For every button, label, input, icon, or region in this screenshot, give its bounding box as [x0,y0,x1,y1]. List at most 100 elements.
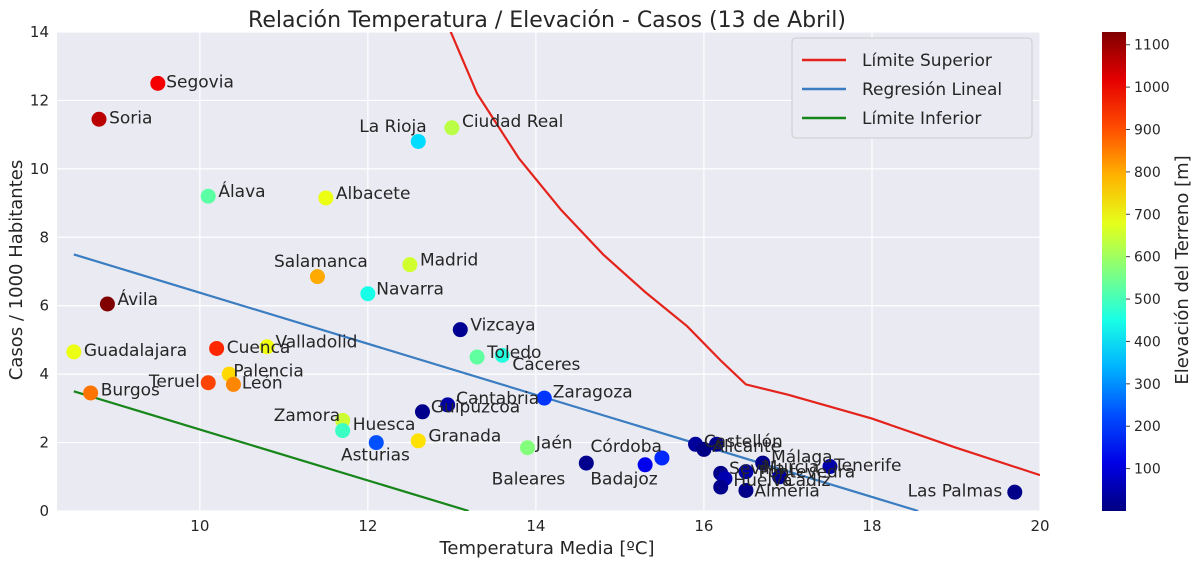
legend-label: Límite Superior [862,51,992,71]
data-point [66,344,82,360]
data-point [440,397,456,413]
colorbar-label: Elevación del Terreno [m] [1172,155,1193,384]
point-label: Madrid [420,251,478,271]
point-label: Cáceres [512,355,580,375]
point-label: La Rioja [359,117,426,137]
data-point [318,190,334,206]
data-point [259,339,275,355]
legend: Límite Superior Regresión Lineal Límite In… [791,37,1033,139]
data-point [83,385,99,401]
x-tick-label: 10 [190,517,209,535]
data-point [335,412,351,428]
data-point [696,441,712,457]
data-point [150,75,166,91]
line-regresion-lineal [73,253,919,511]
data-point [738,482,754,498]
data-point [822,459,838,475]
point-label: Cantabria [456,389,539,409]
point-label: Huesca [353,415,416,435]
point-label: León [242,374,283,394]
data-point [225,376,241,392]
colorbar-tick-label: 700 [1134,207,1161,223]
point-label: Guipúzcoa [431,398,520,418]
point-label: Asturias [341,446,410,466]
point-labels: Segovia Soria Ávila Guadalajara BurgosTeruel… [84,73,1002,502]
point-label: Salamanca [274,252,368,272]
point-label: Zamora [274,406,340,426]
colorbar-tick-label: 900 [1134,122,1161,138]
data-point [360,286,376,302]
point-label: Albacete [336,184,411,204]
point-label: Badajoz [590,469,657,489]
colorbar-tick-label: 200 [1134,419,1161,435]
data-point [309,269,325,285]
data-point [637,457,653,473]
point-label: Cuenca [227,338,291,358]
data-point [444,120,460,136]
x-tick-label: 14 [526,517,545,535]
x-tick-label: 18 [862,517,881,535]
point-label: Las Palmas [908,481,1003,501]
data-point [738,464,754,480]
point-label: Tenerife [833,456,901,476]
point-label: Castellón [704,432,783,452]
y-tick-label: 6 [39,297,49,315]
point-label: Álava [218,180,265,202]
data-point [536,390,552,406]
point-label: Vizcaya [470,316,535,336]
colorbar-tick-label: 1100 [1134,38,1170,54]
point-label: Toledo [486,343,541,363]
point-label: Ávila [117,288,158,310]
point-label: Sevilla [729,459,785,479]
data-point [200,188,216,204]
point-label: Teruel [148,372,200,392]
colorbar: 100 200 300 400 500 600 700 800 900 1000 1100 [1102,32,1170,511]
data-point [414,404,430,420]
point-label: Jaén [535,434,573,454]
point-label: Málaga [771,447,832,467]
point-label: Murcia [763,458,820,478]
y-tick-label: 10 [30,160,49,178]
y-tick-label: 12 [30,91,49,109]
colorbar-gradient-bar [1102,32,1126,511]
data-point [452,322,468,338]
x-tick-label: 12 [358,517,377,535]
data-point [469,349,485,365]
point-label: Guadalajara [84,341,187,361]
point-label: Cádiz [784,471,831,491]
colorbar-tick-label: 800 [1134,165,1161,181]
point-label: Alicante [712,437,781,457]
x-tick-label: 20 [1030,517,1049,535]
data-point [200,375,216,391]
y-tick-label: 4 [39,365,49,383]
point-label: Soria [109,109,152,129]
x-axis-label: Temperatura Media [ºC] [439,538,655,559]
data-point [709,436,725,452]
y-tick-label: 2 [39,434,49,452]
data-point [368,435,384,451]
data-point [519,440,535,456]
y-tick-label: 8 [39,228,49,246]
data-point [578,455,594,471]
colorbar-tick-label: 1000 [1134,80,1170,96]
data-point [494,347,510,363]
colorbar-tick-label: 100 [1134,462,1161,478]
data-point [713,479,729,495]
data-point [410,133,426,149]
colorbar-tick-label: 600 [1134,250,1161,266]
point-label: Valladolid [275,333,357,353]
data-point [410,433,426,449]
data-point [209,340,225,356]
point-label: Córdoba [591,437,662,457]
point-label: Almería [754,481,820,501]
data-point [772,469,788,485]
point-label: Zaragoza [553,382,633,402]
y-tick-label: 14 [30,23,49,41]
y-tick-label: 0 [39,502,49,520]
x-tick-label: 16 [694,517,713,535]
chart-title: Relación Temperatura / Elevación - Casos… [248,8,846,33]
data-point [91,111,107,127]
line-limite-inferior [73,390,470,511]
